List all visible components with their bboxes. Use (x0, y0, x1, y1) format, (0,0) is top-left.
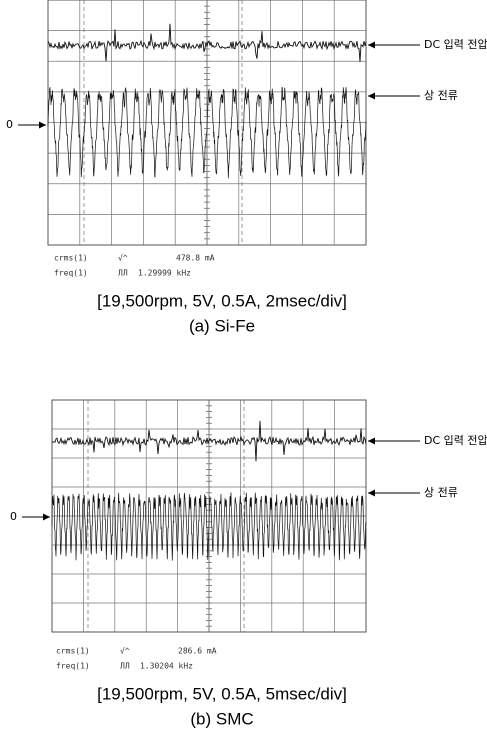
caption: [19,500rpm, 5V, 0.5A, 2msec/div] (97, 291, 347, 310)
rms-name: crms(1) (54, 254, 88, 263)
panel-label: (a) Si-Fe (189, 316, 255, 335)
rms-icon: √^ (120, 647, 130, 656)
freq-value: 1.29999 kHz (138, 269, 191, 278)
rms-name: crms(1) (56, 647, 90, 656)
zero-label: 0 (10, 510, 17, 523)
zero-label: 0 (6, 118, 13, 131)
dc-voltage-label: DC 입력 전압 (424, 38, 487, 51)
caption: [19,500rpm, 5V, 0.5A, 5msec/div] (97, 684, 347, 703)
freq-icon: ЛЛ (120, 662, 130, 671)
panel-a: DC 입력 전압 상 전류 0 crms(1) √^ 478.8 mA freq… (6, 0, 487, 335)
page: DC 입력 전압 상 전류 0 crms(1) √^ 478.8 mA freq… (0, 0, 487, 746)
freq-name: freq(1) (54, 269, 88, 278)
panel-label: (b) SMC (190, 709, 253, 728)
rms-value: 478.8 mA (176, 254, 215, 263)
rms-icon: √^ (118, 254, 128, 263)
freq-icon: ЛЛ (118, 269, 128, 278)
rms-value: 286.6 mA (178, 647, 217, 656)
panel-b: DC 입력 전압 상 전류 0 crms(1) √^ 286.6 mA freq… (10, 400, 487, 728)
phase-current-label: 상 전류 (424, 486, 458, 499)
figure: DC 입력 전압 상 전류 0 crms(1) √^ 478.8 mA freq… (0, 0, 487, 746)
freq-value: 1.30204 kHz (140, 662, 193, 671)
dc-voltage-label: DC 입력 전압 (424, 434, 487, 447)
phase-current-label: 상 전류 (424, 89, 458, 102)
freq-name: freq(1) (56, 662, 90, 671)
